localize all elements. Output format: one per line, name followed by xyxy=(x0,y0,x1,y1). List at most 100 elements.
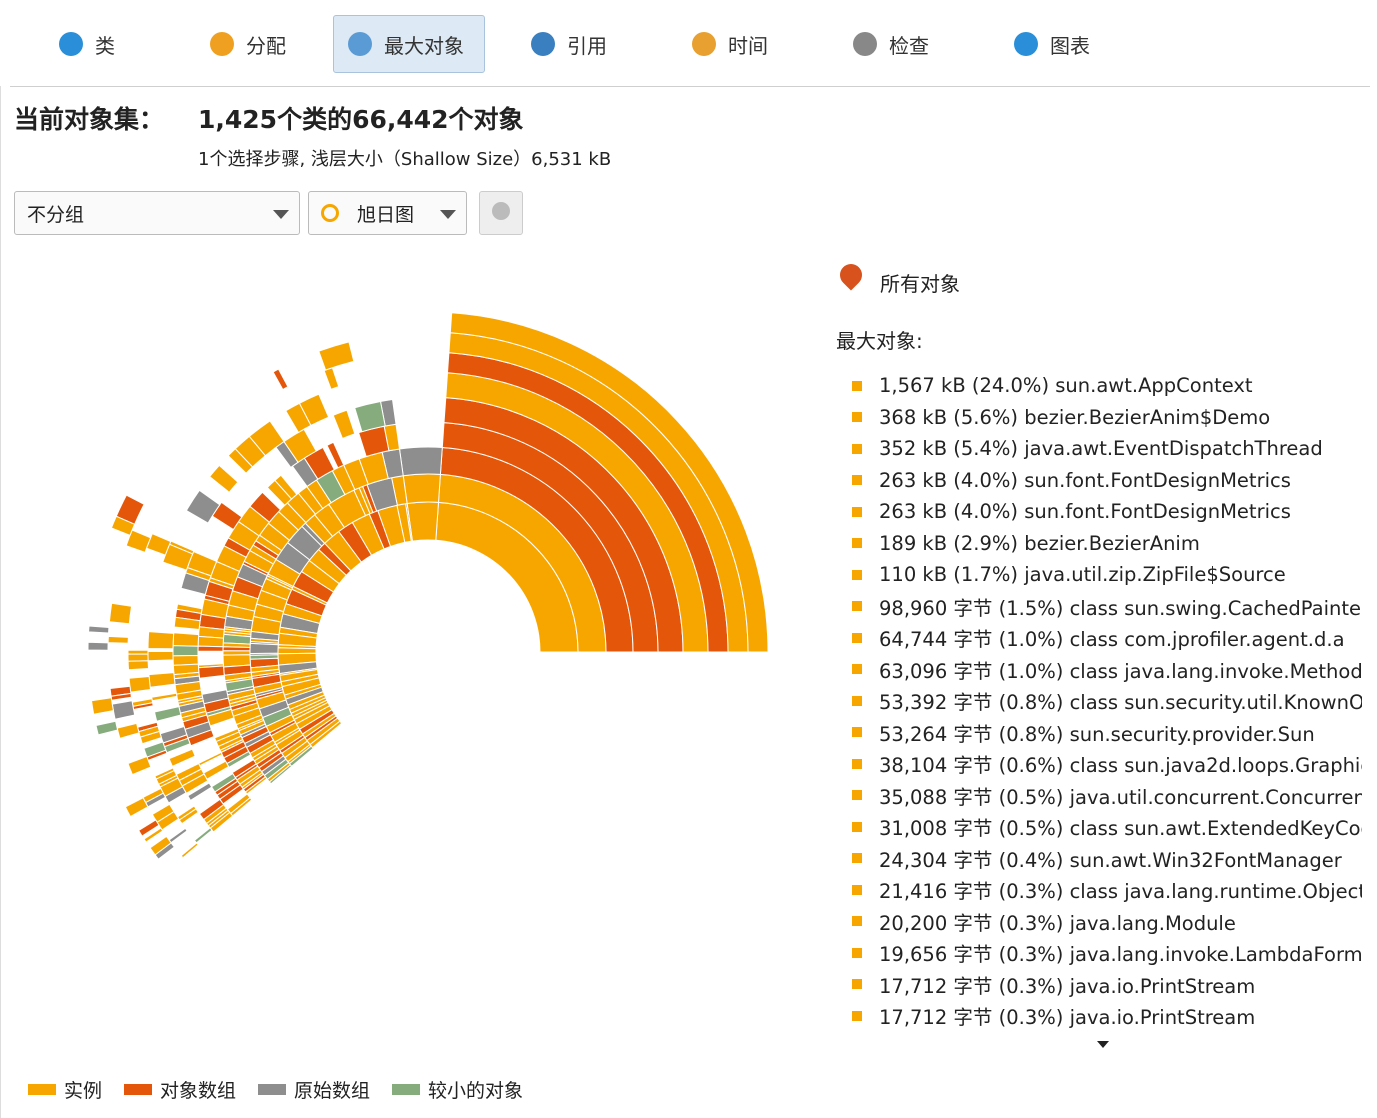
sunburst-segment[interactable] xyxy=(138,819,160,837)
tab[interactable]: 最大对象 xyxy=(333,15,485,73)
sunburst-segment[interactable] xyxy=(153,706,182,722)
sunburst-segment[interactable] xyxy=(202,760,230,780)
sunburst-segment[interactable] xyxy=(197,751,223,767)
sunburst-segment[interactable] xyxy=(127,660,150,671)
root-link[interactable]: 所有对象 xyxy=(880,272,960,296)
view-dropdown[interactable]: 旭日图 xyxy=(308,191,467,235)
object-list: 1,567 kB (24.0%) sun.awt.AppContext 368 k… xyxy=(852,370,1362,1032)
sunburst-segment[interactable] xyxy=(332,409,356,440)
tab[interactable]: 分配 xyxy=(196,15,316,73)
tab[interactable]: 图表 xyxy=(1000,15,1120,73)
list-item[interactable]: 20,200 字节 (0.3%) java.lang.Module xyxy=(852,906,1362,938)
sunburst-segment[interactable] xyxy=(193,827,213,844)
sunburst-segment[interactable] xyxy=(197,665,225,679)
sunburst-segment[interactable] xyxy=(147,651,174,662)
tab[interactable]: 时间 xyxy=(678,15,798,73)
grouping-dropdown[interactable]: 不分组 xyxy=(14,191,300,235)
list-item[interactable]: 53,392 字节 (0.8%) class sun.security.util… xyxy=(852,685,1362,717)
sunburst-segment[interactable] xyxy=(449,312,769,653)
list-item[interactable]: 35,088 字节 (0.5%) java.util.concurrent.Co… xyxy=(852,780,1362,812)
bullet xyxy=(852,664,862,675)
sunburst-segment[interactable] xyxy=(154,842,176,860)
list-item[interactable]: 110 kB (1.7%) java.util.zip.ZipFile$Sour… xyxy=(852,559,1362,591)
list-item[interactable]: 189 kB (2.9%) bezier.BezierAnim xyxy=(852,528,1362,560)
tab[interactable]: 引用 xyxy=(517,15,637,73)
sunburst-segment[interactable] xyxy=(143,827,164,843)
sunburst-segment[interactable] xyxy=(222,646,251,652)
bullet xyxy=(852,412,862,423)
sunburst-segment[interactable] xyxy=(354,400,386,433)
list-item[interactable]: 63,096 字节 (1.0%) class java.lang.invoke.… xyxy=(852,654,1362,686)
list-item[interactable]: 64,744 字节 (1.0%) class com.jprofiler.age… xyxy=(852,622,1362,654)
sunburst-segment[interactable] xyxy=(168,827,188,844)
sunburst-segment[interactable] xyxy=(266,479,293,507)
list-item[interactable]: 38,104 字节 (0.6%) class sun.java2d.loops.… xyxy=(852,748,1362,780)
list-item[interactable]: 263 kB (4.0%) sun.font.FontDesignMetrics xyxy=(852,465,1362,497)
list-item[interactable]: 53,264 字节 (0.8%) sun.security.provider.S… xyxy=(852,717,1362,749)
sunburst-segment[interactable] xyxy=(111,700,136,720)
sunburst-segment[interactable] xyxy=(116,722,140,739)
list-item[interactable]: 24,304 字节 (0.4%) sun.awt.Win32FontManage… xyxy=(852,843,1362,875)
sunburst-segment[interactable] xyxy=(107,635,129,644)
bullet xyxy=(852,443,862,454)
sunburst-segment[interactable] xyxy=(178,808,199,825)
sunburst-segment[interactable] xyxy=(151,692,178,702)
sunburst-segment[interactable] xyxy=(318,341,355,371)
item-label: 98,960 字节 (1.5%) class sun.swing.CachedP… xyxy=(879,596,1362,620)
sunburst-segment[interactable] xyxy=(197,635,225,648)
sunburst-segment[interactable] xyxy=(87,641,109,651)
list-item[interactable]: 17,712 字节 (0.3%) java.io.PrintStream xyxy=(852,969,1362,1001)
list-item[interactable]: 1,567 kB (24.0%) sun.awt.AppContext xyxy=(852,370,1362,402)
sunburst-segment[interactable] xyxy=(127,649,149,655)
sunburst-segment[interactable] xyxy=(172,645,199,657)
sunburst-segment[interactable] xyxy=(398,446,443,477)
tab-label: 类 xyxy=(95,33,115,58)
sunburst-segment[interactable] xyxy=(147,631,175,650)
sunburst-segment[interactable] xyxy=(127,653,149,662)
sunburst-segment[interactable] xyxy=(197,645,224,652)
tab-icon xyxy=(1014,32,1038,56)
list-item[interactable]: 263 kB (4.0%) sun.font.FontDesignMetrics xyxy=(852,496,1362,528)
sunburst-segment[interactable] xyxy=(326,441,345,469)
list-item[interactable]: 368 kB (5.6%) bezier.BezierAnim$Demo xyxy=(852,402,1362,434)
tab[interactable]: 检查 xyxy=(839,15,959,73)
sunburst-segment[interactable] xyxy=(187,782,213,802)
sunburst-segment[interactable] xyxy=(90,697,114,715)
list-item[interactable]: 17,712 字节 (0.3%) java.io.PrintStream xyxy=(852,1000,1362,1032)
sunburst-segment[interactable] xyxy=(168,748,196,767)
bullet xyxy=(852,916,862,927)
sunburst-segment[interactable] xyxy=(88,625,110,634)
sunburst-segment[interactable] xyxy=(268,764,293,785)
sunburst-segment[interactable] xyxy=(180,842,199,859)
sunburst-segment[interactable] xyxy=(323,367,340,390)
list-item[interactable]: 352 kB (5.4%) java.awt.EventDispatchThre… xyxy=(852,433,1362,465)
item-label: 38,104 字节 (0.6%) class sun.java2d.loops.… xyxy=(879,754,1362,778)
sunburst-segment[interactable] xyxy=(285,402,312,434)
sunburst-segment[interactable] xyxy=(173,616,201,631)
item-label: 189 kB (2.9%) bezier.BezierAnim xyxy=(879,531,1200,555)
sunburst-segment[interactable] xyxy=(128,675,152,693)
list-item[interactable]: 21,416 字节 (0.3%) class java.lang.runtime… xyxy=(852,874,1362,906)
sunburst-segment[interactable] xyxy=(110,515,136,536)
sunburst-segment[interactable] xyxy=(402,473,441,505)
sunburst-segment[interactable] xyxy=(227,448,254,474)
sunburst-segment[interactable] xyxy=(108,602,133,625)
sunburst-segment[interactable] xyxy=(148,672,176,688)
list-item[interactable]: 31,008 字节 (0.5%) class sun.awt.ExtendedK… xyxy=(852,811,1362,843)
sunburst-segment[interactable] xyxy=(180,572,210,596)
sunburst-segment[interactable] xyxy=(127,755,152,776)
more-arrow[interactable] xyxy=(1097,1041,1109,1048)
tab[interactable]: 类 xyxy=(45,15,165,73)
sunburst-segment[interactable] xyxy=(208,464,239,494)
list-item[interactable]: 19,656 字节 (0.3%) java.lang.invoke.Lambda… xyxy=(852,937,1362,969)
sunburst-segment[interactable] xyxy=(139,730,163,745)
sunburst-segment[interactable] xyxy=(185,489,221,524)
item-label: 21,416 字节 (0.3%) class java.lang.runtime… xyxy=(879,880,1362,904)
sunburst-segment[interactable] xyxy=(124,797,149,818)
locate-button[interactable] xyxy=(479,191,523,235)
sunburst-segment[interactable] xyxy=(249,642,279,655)
sunburst-segment[interactable] xyxy=(95,720,119,736)
list-item[interactable]: 98,960 字节 (1.5%) class sun.swing.CachedP… xyxy=(852,591,1362,623)
sunburst-segment[interactable] xyxy=(172,632,200,647)
sunburst-segment[interactable] xyxy=(272,368,289,391)
